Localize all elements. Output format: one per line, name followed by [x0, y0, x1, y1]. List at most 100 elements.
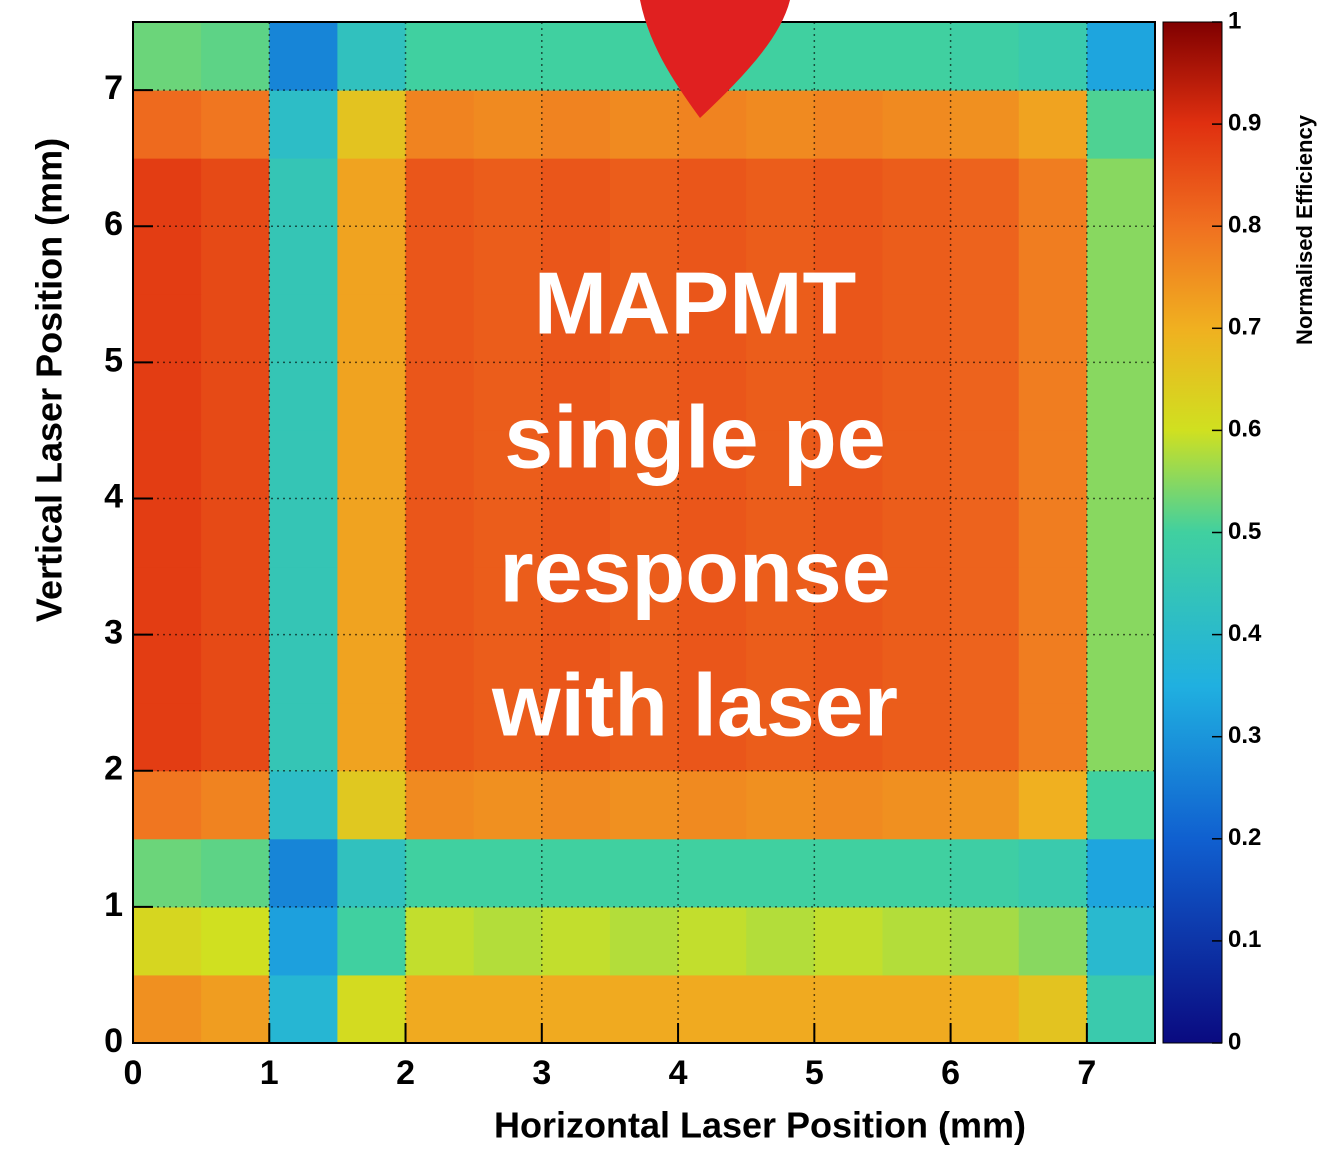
heatmap-cell [541, 566, 611, 636]
heatmap-cell [473, 294, 543, 363]
heatmap-cell [814, 226, 883, 295]
heatmap-cell [133, 158, 202, 227]
heatmap-cell [269, 22, 338, 91]
y-tick-label: 3 [104, 614, 123, 652]
heatmap-cell [746, 634, 815, 704]
heatmap-cell [1086, 22, 1156, 91]
heatmap-cell [405, 430, 475, 499]
colorbar-tick-label: 0.8 [1228, 212, 1261, 239]
heatmap-cell [1086, 906, 1156, 976]
heatmap-cell [950, 90, 1020, 159]
heatmap-cell [746, 226, 815, 295]
heatmap-cell [473, 906, 543, 976]
heatmap-cell [201, 430, 270, 499]
x-tick-label: 1 [260, 1054, 279, 1092]
heatmap-cell [405, 838, 475, 908]
heatmap-cell [950, 906, 1020, 976]
heatmap-cell [201, 906, 270, 976]
heatmap-cell [405, 702, 475, 772]
heatmap-cell [541, 906, 611, 976]
heatmap [133, 22, 1156, 1044]
heatmap-cell [814, 838, 883, 908]
heatmap-cell [950, 974, 1020, 1044]
heatmap-cell [269, 498, 338, 568]
heatmap-cell [950, 430, 1020, 499]
heatmap-cell [133, 22, 202, 91]
heatmap-cell [950, 838, 1020, 908]
heatmap-cell [473, 22, 543, 91]
heatmap-cell [337, 702, 407, 772]
heatmap-cell [133, 838, 202, 908]
heatmap-cell [269, 566, 338, 636]
heatmap-cell [201, 838, 270, 908]
heatmap-cell [882, 634, 952, 704]
heatmap-cell [950, 498, 1020, 568]
heatmap-cell [201, 158, 270, 227]
colorbar-tick-label: 0.4 [1228, 620, 1262, 647]
heatmap-cell [950, 634, 1020, 704]
heatmap-cell [541, 294, 611, 363]
heatmap-cell [473, 974, 543, 1044]
heatmap-cell [473, 90, 543, 159]
heatmap-cell [1086, 498, 1156, 568]
heatmap-cell [746, 498, 815, 568]
heatmap-cell [133, 294, 202, 363]
y-tick-label: 2 [104, 750, 123, 788]
heatmap-cell [678, 702, 747, 772]
heatmap-cell [541, 498, 611, 568]
heatmap-cell [609, 634, 679, 704]
heatmap-cell [337, 22, 407, 91]
heatmap-cell [950, 362, 1020, 431]
y-tick-label: 4 [104, 477, 123, 515]
y-tick-label: 7 [104, 69, 123, 107]
heatmap-cell [1086, 838, 1156, 908]
heatmap-cell [269, 294, 338, 363]
colorbar-tick-label: 0.2 [1228, 824, 1261, 851]
heatmap-cell [337, 906, 407, 976]
heatmap-cell [814, 634, 883, 704]
heatmap-cell [405, 906, 475, 976]
heatmap-cell [337, 770, 407, 840]
heatmap-cell [814, 90, 883, 159]
heatmap-cell [541, 158, 611, 227]
heatmap-cell [814, 362, 883, 431]
heatmap-cell [609, 362, 679, 431]
heatmap-cell [337, 362, 407, 431]
heatmap-cell [201, 770, 270, 840]
heatmap-cell [814, 974, 883, 1044]
y-tick-label: 5 [104, 341, 123, 379]
heatmap-cell [473, 430, 543, 499]
heatmap-cell [541, 226, 611, 295]
heatmap-cell [337, 294, 407, 363]
heatmap-cell [950, 294, 1020, 363]
heatmap-cell [882, 566, 952, 636]
heatmap-cell [882, 294, 952, 363]
heatmap-cell [201, 226, 270, 295]
heatmap-cell [541, 430, 611, 499]
heatmap-cell [541, 22, 611, 91]
heatmap-cell [1086, 974, 1156, 1044]
heatmap-cell [337, 498, 407, 568]
heatmap-cell [746, 838, 815, 908]
annotation: response [499, 521, 890, 620]
heatmap-cell [269, 974, 338, 1044]
colorbar-tick-label: 0.6 [1228, 416, 1261, 443]
heatmap-cell [882, 770, 952, 840]
heatmap-cell [541, 90, 611, 159]
heatmap-cell [882, 498, 952, 568]
heatmap-cell [405, 634, 475, 704]
heatmap-cell [133, 634, 202, 704]
heatmap-cell [814, 566, 883, 636]
heatmap-cell [678, 294, 747, 363]
heatmap-cell [746, 770, 815, 840]
heatmap-cell [1086, 90, 1156, 159]
colorbar-tick-label: 1 [1228, 7, 1241, 34]
heatmap-cell [337, 566, 407, 636]
heatmap-cell [269, 90, 338, 159]
heatmap-cell [746, 430, 815, 499]
heatmap-cell [405, 974, 475, 1044]
heatmap-cell [269, 634, 338, 704]
heatmap-cell [269, 362, 338, 431]
heatmap-cell [201, 702, 270, 772]
